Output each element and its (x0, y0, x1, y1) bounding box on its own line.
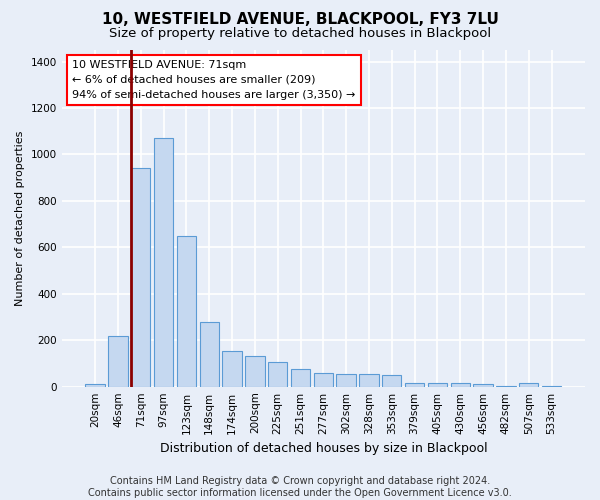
Bar (428, 383, 447, 386)
Bar (451, 383, 470, 386)
Bar (473, 384, 493, 386)
Bar (291, 370, 310, 386)
Bar (359, 374, 379, 386)
Bar (223, 350, 242, 386)
Bar (337, 374, 356, 386)
Bar (177, 236, 196, 386)
Bar (108, 336, 128, 386)
Text: 10, WESTFIELD AVENUE, BLACKPOOL, FY3 7LU: 10, WESTFIELD AVENUE, BLACKPOOL, FY3 7LU (101, 12, 499, 28)
Bar (85, 384, 105, 386)
Bar (131, 168, 151, 386)
Text: 10 WESTFIELD AVENUE: 71sqm
← 6% of detached houses are smaller (209)
94% of semi: 10 WESTFIELD AVENUE: 71sqm ← 6% of detac… (72, 60, 356, 100)
Bar (405, 383, 424, 386)
Bar (382, 375, 401, 386)
Text: Size of property relative to detached houses in Blackpool: Size of property relative to detached ho… (109, 28, 491, 40)
Bar (314, 372, 333, 386)
Bar (245, 356, 265, 386)
Bar (519, 383, 538, 386)
Y-axis label: Number of detached properties: Number of detached properties (15, 130, 25, 306)
Bar (154, 138, 173, 386)
Bar (268, 362, 287, 386)
X-axis label: Distribution of detached houses by size in Blackpool: Distribution of detached houses by size … (160, 442, 487, 455)
Text: Contains HM Land Registry data © Crown copyright and database right 2024.
Contai: Contains HM Land Registry data © Crown c… (88, 476, 512, 498)
Bar (200, 322, 219, 386)
